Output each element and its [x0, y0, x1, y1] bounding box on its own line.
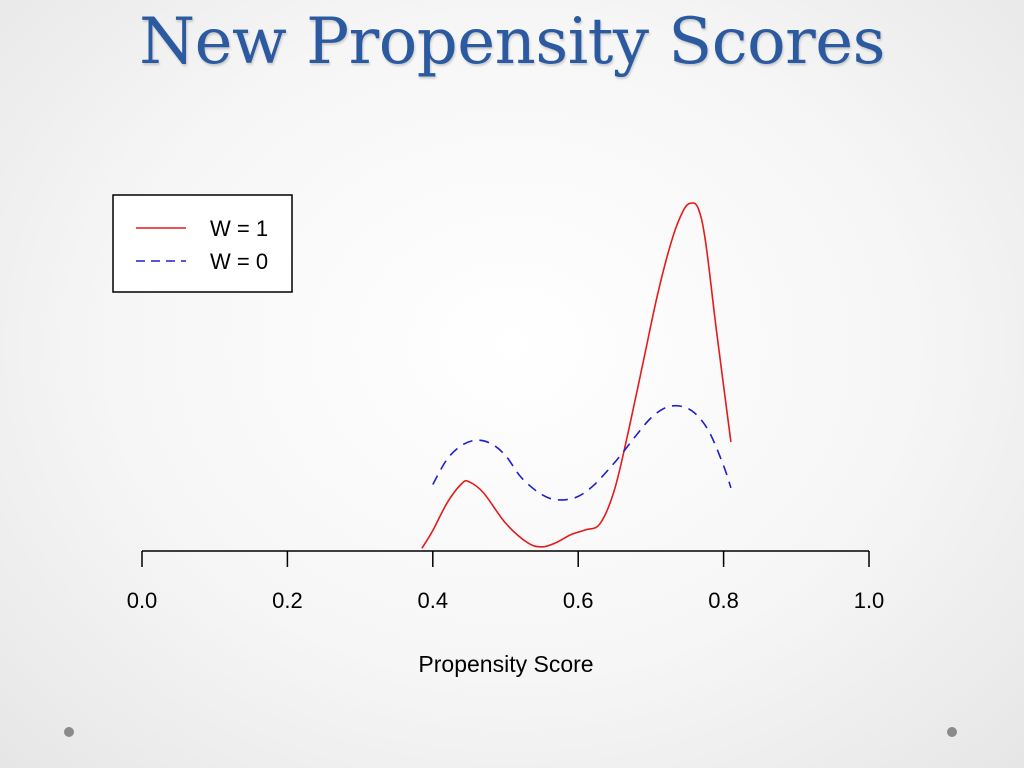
slide-title: New Propensity Scores [139, 5, 885, 79]
x-tick-label: 0.0 [127, 588, 158, 613]
legend-box [112, 194, 293, 293]
slide-dot-left [64, 727, 74, 737]
x-tick-label: 0.6 [563, 588, 594, 613]
x-tick-label: 0.4 [418, 588, 449, 613]
series-layer [421, 202, 732, 549]
series-line-w0 [432, 404, 732, 501]
legend-label-w1: W = 1 [210, 216, 268, 241]
x-axis: 0.0 0.2 0.4 0.6 0.8 1.0 Propensity Score [127, 550, 885, 677]
legend: W = 1 W = 0 [112, 194, 293, 293]
x-axis-ticks: 0.0 0.2 0.4 0.6 0.8 1.0 [127, 551, 885, 613]
series-line-w1 [421, 202, 732, 549]
x-axis-title: Propensity Score [418, 651, 593, 677]
x-tick-label: 0.8 [708, 588, 739, 613]
slide-dot-right [947, 727, 957, 737]
x-tick-label: 0.2 [272, 588, 303, 613]
legend-label-w0: W = 0 [210, 249, 268, 274]
x-tick-label: 1.0 [854, 588, 885, 613]
